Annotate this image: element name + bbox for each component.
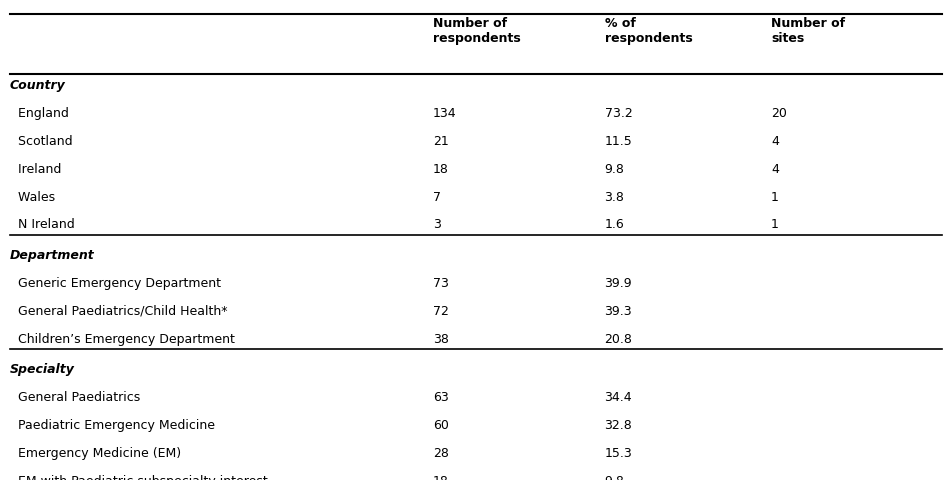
Text: 34.4: 34.4 xyxy=(605,391,632,404)
Text: Scotland: Scotland xyxy=(10,135,72,148)
Text: 73: 73 xyxy=(433,277,449,290)
Text: 63: 63 xyxy=(433,391,449,404)
Text: 4: 4 xyxy=(771,163,779,176)
Text: 60: 60 xyxy=(433,419,449,432)
Text: Ireland: Ireland xyxy=(10,163,61,176)
Text: EM with Paediatric subspecialty interest: EM with Paediatric subspecialty interest xyxy=(10,475,268,480)
Text: General Paediatrics/Child Health*: General Paediatrics/Child Health* xyxy=(10,305,227,318)
Text: 20.8: 20.8 xyxy=(605,333,632,346)
Text: N Ireland: N Ireland xyxy=(10,218,74,231)
Text: 21: 21 xyxy=(433,135,449,148)
Text: 32.8: 32.8 xyxy=(605,419,632,432)
Text: 20: 20 xyxy=(771,107,787,120)
Text: 11.5: 11.5 xyxy=(605,135,632,148)
Text: 72: 72 xyxy=(433,305,449,318)
Text: Number of
respondents: Number of respondents xyxy=(433,17,521,45)
Text: 3: 3 xyxy=(433,218,441,231)
Text: Number of
sites: Number of sites xyxy=(771,17,845,45)
Text: % of
respondents: % of respondents xyxy=(605,17,692,45)
Text: 1: 1 xyxy=(771,191,779,204)
Text: 1.6: 1.6 xyxy=(605,218,625,231)
Text: 134: 134 xyxy=(433,107,457,120)
Text: 39.3: 39.3 xyxy=(605,305,632,318)
Text: 18: 18 xyxy=(433,475,449,480)
Text: Emergency Medicine (EM): Emergency Medicine (EM) xyxy=(10,447,181,460)
Text: General Paediatrics: General Paediatrics xyxy=(10,391,140,404)
Text: 28: 28 xyxy=(433,447,449,460)
Text: 18: 18 xyxy=(433,163,449,176)
Text: Wales: Wales xyxy=(10,191,54,204)
Text: 7: 7 xyxy=(433,191,441,204)
Text: 9.8: 9.8 xyxy=(605,475,625,480)
Text: Specialty: Specialty xyxy=(10,363,74,376)
Text: 9.8: 9.8 xyxy=(605,163,625,176)
Text: 4: 4 xyxy=(771,135,779,148)
Text: Generic Emergency Department: Generic Emergency Department xyxy=(10,277,221,290)
Text: England: England xyxy=(10,107,69,120)
Text: 1: 1 xyxy=(771,218,779,231)
Text: 38: 38 xyxy=(433,333,449,346)
Text: 15.3: 15.3 xyxy=(605,447,632,460)
Text: 73.2: 73.2 xyxy=(605,107,632,120)
Text: 39.9: 39.9 xyxy=(605,277,632,290)
Text: Paediatric Emergency Medicine: Paediatric Emergency Medicine xyxy=(10,419,214,432)
Text: Children’s Emergency Department: Children’s Emergency Department xyxy=(10,333,234,346)
Text: 3.8: 3.8 xyxy=(605,191,625,204)
Text: Department: Department xyxy=(10,249,94,262)
Text: Country: Country xyxy=(10,79,66,92)
